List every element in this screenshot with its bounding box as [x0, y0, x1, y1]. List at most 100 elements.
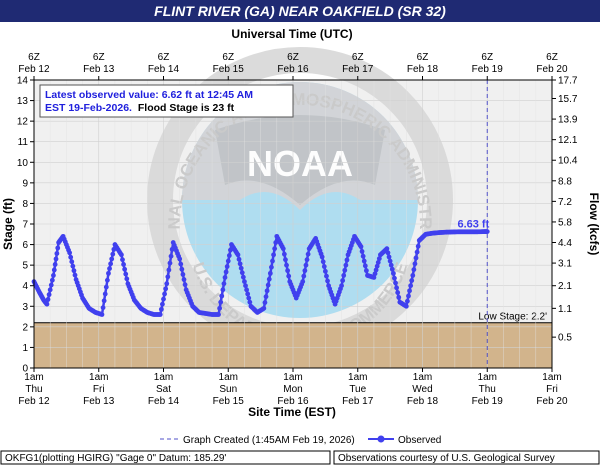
observed-point [71, 268, 77, 274]
observed-point [161, 296, 166, 302]
observed-point [394, 285, 399, 291]
observed-point [217, 305, 223, 311]
bottom-tick-label: Tue [349, 384, 366, 395]
observed-point [182, 282, 188, 288]
legend-observed: Observed [398, 435, 441, 446]
observed-point [106, 270, 111, 276]
observed-point [270, 258, 275, 264]
observed-point [300, 279, 306, 284]
observed-point [484, 229, 490, 235]
observed-point [238, 265, 244, 271]
right-tick-label: 1.1 [558, 304, 572, 315]
bottom-tick-label: Fri [546, 384, 558, 395]
top-tick-label-date: Feb 16 [277, 64, 309, 75]
observed-point [103, 284, 109, 290]
observed-point [305, 251, 311, 257]
left-tick-label: 9 [22, 178, 28, 189]
bottom-tick-label: Fri [93, 384, 105, 395]
observed-point [164, 281, 170, 287]
observed-point [384, 246, 390, 252]
observed-point [247, 299, 253, 305]
observed-point [124, 276, 130, 282]
observed-point [320, 259, 326, 265]
observed-point [281, 251, 287, 257]
bottom-tick-label: 1am [542, 372, 561, 383]
right-tick-label: 13.9 [558, 115, 578, 126]
observed-point [322, 268, 328, 274]
top-tick-label-date: Feb 18 [407, 64, 439, 75]
observed-point [341, 273, 347, 278]
observed-point [235, 252, 241, 258]
observed-point [180, 272, 186, 277]
observed-point [280, 246, 286, 252]
observed-point [340, 278, 346, 283]
observed-point [162, 291, 167, 297]
observed-point [387, 258, 393, 264]
footer-datum: OKFG1(plotting HGIRG) "Gage 0" Datum: 18… [5, 453, 226, 464]
observed-point [221, 281, 227, 287]
observed-point [44, 301, 50, 307]
bottom-tick-label: 1am [219, 372, 238, 383]
observed-point [181, 277, 187, 282]
bottom-tick-label: 1am [154, 372, 173, 383]
left-tick-label: 0 [22, 364, 28, 375]
observed-point [302, 268, 308, 274]
left-tick-label: 2 [22, 322, 28, 333]
right-tick-label: 8.8 [558, 176, 572, 187]
observed-point [67, 250, 73, 256]
observed-point [411, 267, 417, 272]
observed-point [244, 287, 249, 293]
observed-point [158, 306, 164, 312]
observed-point [374, 263, 380, 269]
observed-point [403, 303, 409, 309]
observed-point [344, 257, 350, 263]
right-tick-label: 3.1 [558, 259, 572, 270]
bottom-tick-label: 1am [89, 372, 108, 383]
latest-observation-box: Latest observed value: 6.62 ft at 12:45 … [39, 84, 294, 118]
footer-source: Observations courtesy of U.S. Geological… [338, 453, 555, 464]
observed-point [319, 254, 325, 260]
left-tick-label: 11 [18, 137, 29, 148]
left-tick-label: 6 [22, 240, 28, 251]
bottom-tick-label: Feb 14 [148, 396, 180, 407]
left-tick-label: 10 [17, 158, 29, 169]
observed-point [285, 268, 291, 274]
observed-point [70, 263, 76, 269]
observed-point [51, 267, 57, 273]
observed-point [122, 266, 128, 272]
observed-point [324, 273, 329, 279]
observed-point [45, 297, 51, 302]
observed-point [177, 256, 183, 262]
left-tick-label: 3 [22, 302, 28, 313]
observed-point [386, 254, 392, 260]
observed-point [389, 266, 395, 272]
observed-point [168, 253, 174, 259]
observed-point [179, 266, 185, 272]
low-stage-label: Low Stage: 2.2' [478, 312, 547, 323]
observed-point [236, 256, 242, 262]
observed-point [395, 290, 401, 295]
bottom-tick-label: 1am [24, 372, 43, 383]
observed-point [390, 270, 396, 276]
observed-point [110, 251, 116, 257]
bottom-tick-label: Sun [219, 384, 237, 395]
annotation-date: EST 19-Feb-2026. [45, 102, 132, 114]
top-tick-label-time: 6Z [93, 52, 105, 63]
observed-point [304, 257, 310, 263]
observed-point [415, 243, 421, 249]
observed-point [264, 288, 270, 294]
observed-point [339, 283, 344, 289]
observed-point [52, 262, 58, 267]
bottom-tick-label: Feb 20 [536, 396, 568, 407]
observed-point [301, 273, 307, 279]
top-tick-label-date: Feb 20 [536, 64, 568, 75]
top-axis-title: Universal Time (UTC) [231, 27, 352, 41]
observed-point [242, 279, 247, 284]
annotation-flood-stage: Flood Stage is 23 ft [138, 102, 235, 114]
observed-point [46, 292, 52, 298]
observed-point [271, 252, 276, 258]
left-tick-label: 14 [17, 76, 29, 87]
observed-point [53, 256, 59, 262]
bottom-tick-label: Feb 17 [342, 396, 374, 407]
chart-title: FLINT RIVER (GA) NEAR OAKFIELD (SR 32) [154, 3, 446, 19]
